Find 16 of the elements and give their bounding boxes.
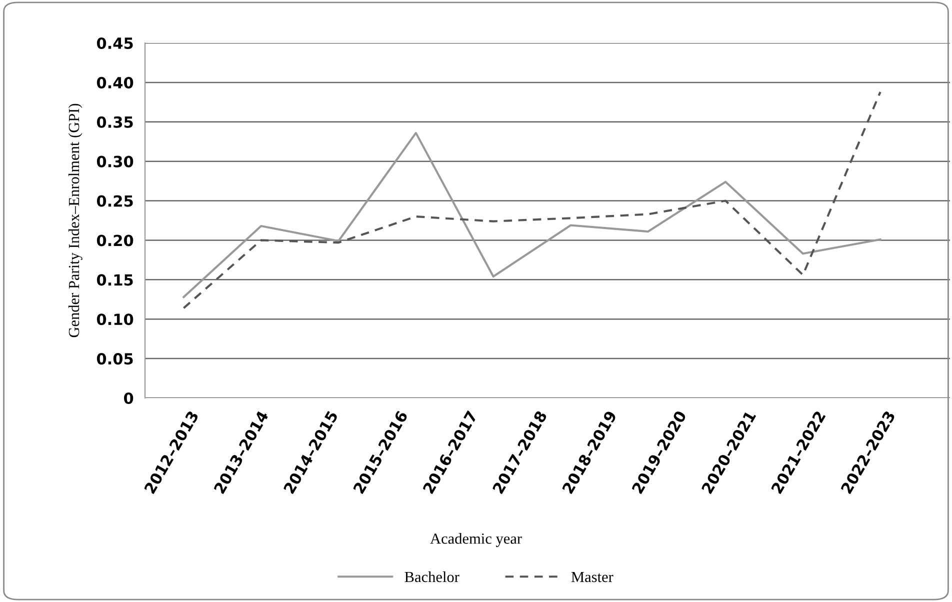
- legend-label: Bachelor: [404, 571, 460, 582]
- line-series: [182, 132, 882, 298]
- y-tick-label: 0: [124, 392, 134, 404]
- y-tick-label: 0.35: [96, 116, 133, 128]
- y-axis-title: Gender Parity Index–Enrolment (GPI): [68, 104, 82, 338]
- text: Academic year: [430, 533, 522, 547]
- y-tick-label: 0.10: [96, 314, 134, 326]
- y-tick-label: 0.25: [96, 195, 133, 207]
- y-tick-label: 0.45: [96, 37, 133, 50]
- y-tick-label: 0.40: [96, 76, 134, 88]
- y-tick-label: 0.20: [96, 234, 134, 246]
- line-series: [182, 90, 882, 310]
- y-tick-label: 0.15: [96, 274, 133, 286]
- y-tick-label: 0.30: [96, 156, 134, 168]
- y-tick-label: 0.05: [96, 353, 133, 365]
- legend-label: Master: [571, 572, 614, 582]
